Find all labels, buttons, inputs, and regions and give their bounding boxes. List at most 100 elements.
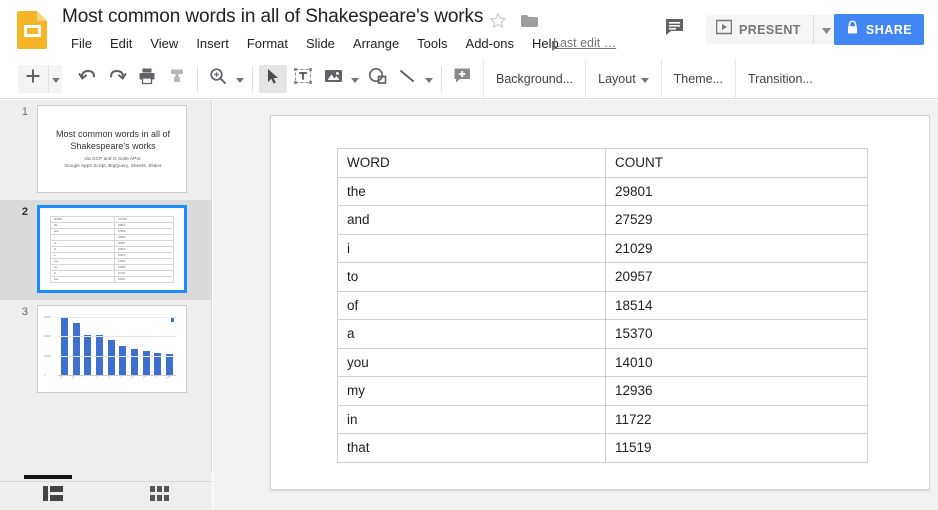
paint-format-button[interactable]: [163, 65, 191, 93]
table-row[interactable]: and 27529: [337, 205, 868, 235]
layout-button[interactable]: Layout: [586, 67, 661, 91]
filmstrip-view-bar: [0, 482, 212, 510]
star-icon[interactable]: [488, 11, 508, 31]
slide-thumbnail-3[interactable]: the and i to of a you my in that 0 10000 20000 30000: [37, 305, 187, 393]
slide-thumbnail-2[interactable]: WORD COUNT the 29801 and 27529 i 21029 to 20957 of…: [37, 205, 187, 293]
insert-image-button[interactable]: [319, 65, 347, 93]
thumb-chart: the and i to of a you my in that 0 10000 20000 30000: [44, 312, 180, 388]
menu-addons[interactable]: Add-ons: [465, 36, 514, 51]
line-dropdown[interactable]: [422, 65, 436, 93]
insert-line-button[interactable]: [393, 65, 421, 93]
chevron-down-icon: [51, 70, 60, 88]
add-comment-button[interactable]: [448, 65, 476, 93]
cell-count: 15370: [605, 319, 868, 349]
document-title[interactable]: Most common words in all of Shakespeare'…: [62, 6, 484, 27]
chart-y-tick-label: 10000: [44, 354, 51, 358]
slide-thumbnail-1[interactable]: Most common words in all of Shakespeare'…: [37, 105, 187, 193]
grid-view-button[interactable]: [106, 482, 212, 510]
slides-icon[interactable]: [14, 10, 50, 50]
filmstrip-scrollbar-track[interactable]: [0, 471, 212, 482]
word-count-table[interactable]: WORD COUNT the 29801 and 27529 i 21029 to 20957 of…: [337, 148, 868, 463]
table-row[interactable]: the 29801: [337, 176, 868, 206]
table-row[interactable]: my 12936: [337, 376, 868, 406]
filmstrip-scrollbar-thumb[interactable]: [24, 475, 72, 479]
filmstrip-slide-1[interactable]: 1 Most common words in all of Shakespear…: [0, 100, 212, 200]
menu-arrange[interactable]: Arrange: [352, 36, 400, 51]
redo-button[interactable]: [103, 65, 131, 93]
new-slide-button[interactable]: [19, 65, 47, 93]
cell-count: 29801: [605, 176, 868, 206]
cell-word: the: [337, 176, 606, 206]
print-button[interactable]: [133, 65, 161, 93]
chart-bar: [107, 340, 115, 376]
chart-y-tick-label: 30000: [44, 316, 51, 319]
chart-gridline: [58, 336, 176, 338]
menu-help[interactable]: Help: [531, 36, 559, 51]
layout-label: Layout: [598, 71, 636, 86]
table-row[interactable]: that 11519: [337, 433, 868, 463]
folder-icon[interactable]: [520, 13, 539, 29]
table-header-row: WORD COUNT: [337, 148, 868, 178]
table-row[interactable]: of 18514: [337, 290, 868, 320]
slide-number: 3: [21, 306, 28, 318]
thumb-table-row: that 11519: [50, 276, 175, 283]
chart-legend-marker: [170, 318, 174, 322]
chart-gridline: [58, 317, 176, 318]
thumb-table-cell: that: [50, 276, 115, 283]
menu-tools[interactable]: Tools: [417, 36, 448, 51]
menu-edit[interactable]: Edit: [109, 36, 133, 51]
zoom-button[interactable]: [204, 65, 232, 93]
chevron-down-icon: [236, 70, 244, 88]
text-box-button[interactable]: [289, 65, 317, 93]
background-button[interactable]: Background...: [496, 71, 574, 86]
thumb-subtitle-line2: Google Apps Script, BigQuery, Sheets, Sl…: [64, 163, 162, 168]
chevron-down-icon: [425, 70, 433, 88]
canvas-scrollbar[interactable]: [930, 100, 938, 510]
table-row[interactable]: you 14010: [337, 347, 868, 377]
cell-word: a: [337, 319, 606, 349]
canvas-area: WORD COUNT the 29801 and 27529 i 21029 to 20957 of…: [213, 100, 938, 510]
share-button[interactable]: SHARE: [834, 14, 924, 45]
menu-file[interactable]: File: [71, 36, 92, 51]
present-dropdown-button[interactable]: [812, 15, 839, 44]
menu-view[interactable]: View: [150, 36, 179, 51]
menu-format[interactable]: Format: [246, 36, 288, 51]
chart-y-tick-label: 0: [44, 374, 46, 377]
table-row[interactable]: to 20957: [337, 262, 868, 292]
image-icon: [324, 68, 343, 89]
table-row[interactable]: a 15370: [337, 319, 868, 349]
insert-shape-button[interactable]: [363, 65, 391, 93]
filmstrip-slide-3[interactable]: 3 the and i to of a you my in that 0 10000 20000 300…: [0, 300, 212, 400]
filmstrip-slide-2[interactable]: 2 WORD COUNT the 29801 and 27529 i 21029 to 20957…: [0, 200, 212, 300]
comment-icon[interactable]: [664, 17, 686, 37]
zoom-dropdown[interactable]: [233, 65, 247, 93]
image-dropdown[interactable]: [348, 65, 362, 93]
chart-bar: [72, 322, 80, 376]
thumb-table-cell: 11519: [113, 276, 175, 283]
cell-count: 14010: [605, 347, 868, 377]
select-tool-button[interactable]: [259, 64, 287, 93]
new-slide-dropdown[interactable]: [48, 64, 62, 93]
filmstrip-view-button[interactable]: [0, 482, 106, 510]
slide-filmstrip-panel: 1 Most common words in all of Shakespear…: [0, 100, 212, 510]
share-label: SHARE: [865, 22, 913, 37]
last-edit-link[interactable]: Last edit …: [553, 36, 617, 50]
shape-icon: [368, 67, 387, 90]
cell-count: 12936: [605, 376, 868, 406]
chart-x-tick-label: to: [95, 376, 99, 380]
table-row[interactable]: in 11722: [337, 404, 868, 434]
chart-gridline: [58, 355, 176, 357]
theme-button[interactable]: Theme...: [673, 71, 723, 86]
transition-button[interactable]: Transition...: [748, 71, 813, 86]
chart-bar: [154, 353, 162, 376]
present-button[interactable]: PRESENT: [706, 15, 813, 44]
present-label: PRESENT: [739, 22, 801, 37]
chart-bar: [142, 351, 150, 376]
lock-icon: [846, 20, 859, 40]
undo-button[interactable]: [73, 65, 101, 93]
menu-slide[interactable]: Slide: [306, 36, 335, 51]
slide-canvas[interactable]: WORD COUNT the 29801 and 27529 i 21029 to 20957 of…: [270, 115, 930, 490]
cell-word: my: [337, 376, 606, 406]
table-row[interactable]: i 21029: [337, 233, 868, 263]
menu-insert[interactable]: Insert: [196, 36, 229, 51]
